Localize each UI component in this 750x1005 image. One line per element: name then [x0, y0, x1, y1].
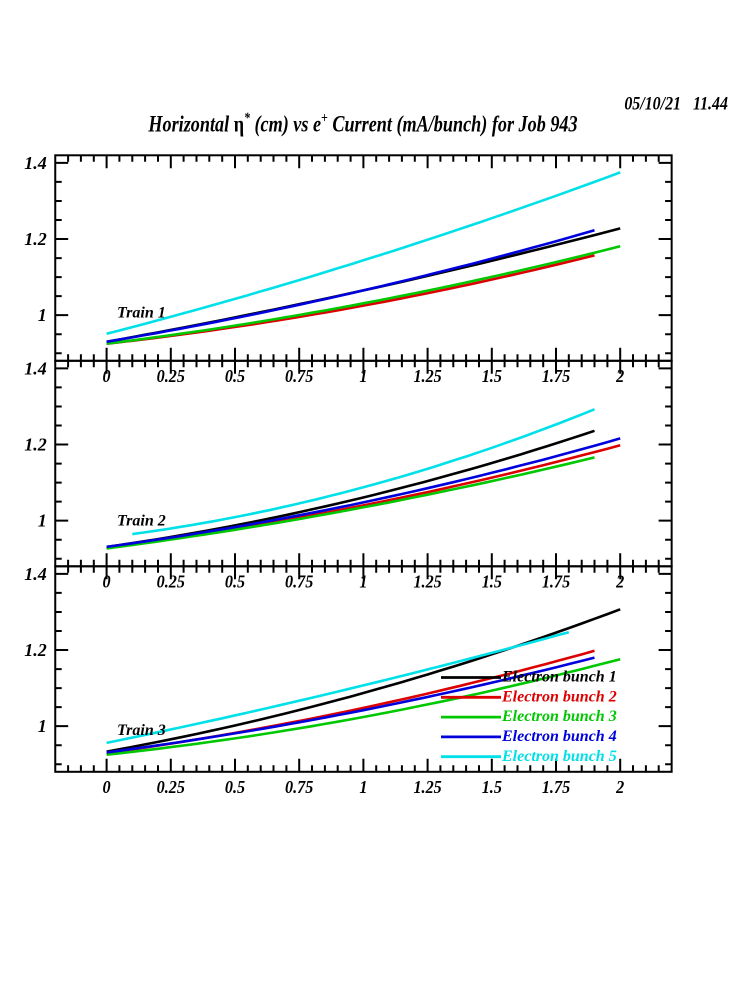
svg-text:2: 2 — [615, 777, 624, 797]
svg-text:1: 1 — [359, 366, 367, 386]
svg-text:Electron bunch 1: Electron bunch 1 — [501, 669, 617, 686]
svg-text:Electron bunch 4: Electron bunch 4 — [501, 728, 617, 745]
svg-text:2: 2 — [615, 572, 624, 592]
svg-text:05/10/21 11.44: 05/10/21 11.44 — [624, 92, 728, 114]
svg-text:1: 1 — [38, 716, 47, 736]
svg-text:1.25: 1.25 — [413, 366, 442, 386]
svg-text:1.2: 1.2 — [24, 435, 47, 455]
svg-text:2: 2 — [615, 366, 624, 386]
svg-text:Train 2: Train 2 — [117, 513, 166, 530]
svg-text:0: 0 — [103, 777, 112, 797]
svg-text:1.75: 1.75 — [542, 366, 571, 386]
svg-text:0.25: 0.25 — [157, 572, 186, 592]
svg-text:1.25: 1.25 — [413, 777, 442, 797]
svg-text:1: 1 — [359, 572, 367, 592]
svg-text:1.4: 1.4 — [24, 153, 47, 173]
svg-text:1.75: 1.75 — [542, 572, 571, 592]
svg-text:0.5: 0.5 — [225, 572, 246, 592]
svg-text:1: 1 — [38, 305, 47, 325]
svg-text:0.75: 0.75 — [285, 572, 314, 592]
svg-text:0.5: 0.5 — [225, 777, 246, 797]
svg-text:1.4: 1.4 — [24, 564, 47, 584]
svg-text:1.5: 1.5 — [482, 777, 503, 797]
svg-text:1.5: 1.5 — [482, 366, 503, 386]
svg-text:0.75: 0.75 — [285, 777, 314, 797]
svg-text:1: 1 — [359, 777, 367, 797]
svg-text:0.25: 0.25 — [157, 777, 186, 797]
svg-text:0.75: 0.75 — [285, 366, 314, 386]
svg-text:Horizontal η* (cm) vs e+ Curre: Horizontal η* (cm) vs e+ Current (mA/bun… — [148, 109, 578, 137]
svg-text:1.2: 1.2 — [24, 229, 47, 249]
svg-text:1.4: 1.4 — [24, 358, 47, 378]
svg-text:1.5: 1.5 — [482, 572, 503, 592]
svg-text:1: 1 — [38, 511, 47, 531]
svg-text:0.25: 0.25 — [157, 366, 186, 386]
svg-text:0: 0 — [103, 366, 112, 386]
svg-text:Train 3: Train 3 — [117, 722, 166, 739]
svg-text:Electron bunch 5: Electron bunch 5 — [501, 748, 617, 765]
svg-text:0.5: 0.5 — [225, 366, 246, 386]
svg-text:1.75: 1.75 — [542, 777, 571, 797]
svg-text:Electron bunch 3: Electron bunch 3 — [501, 708, 617, 725]
svg-text:1.25: 1.25 — [413, 572, 442, 592]
svg-text:0: 0 — [103, 572, 112, 592]
svg-text:Electron bunch 2: Electron bunch 2 — [501, 688, 617, 705]
svg-text:1.2: 1.2 — [24, 640, 47, 660]
svg-text:Train 1: Train 1 — [117, 305, 166, 322]
